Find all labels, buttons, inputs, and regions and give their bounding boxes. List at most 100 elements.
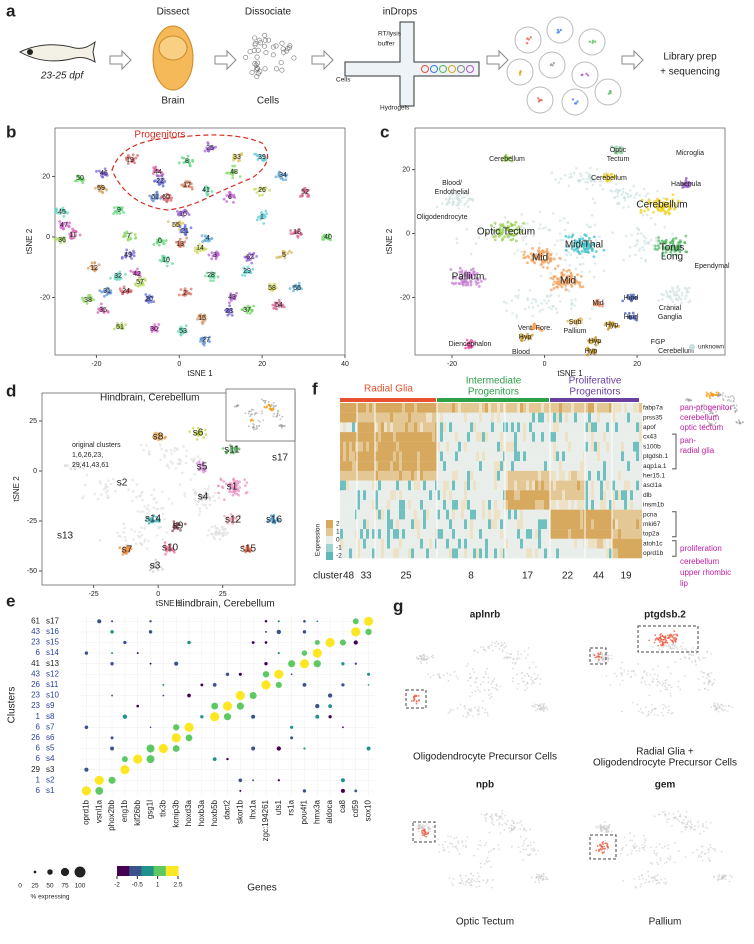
heatmap-cell: [473, 441, 477, 452]
heatmap-cell: [562, 500, 566, 510]
heatmap-cell: [352, 480, 356, 491]
cell-dot: [567, 184, 571, 188]
heatmap-cell: [630, 470, 634, 481]
heatmap-cell: [500, 412, 504, 423]
cell-dot: [531, 306, 535, 309]
heatmap-cell: [491, 480, 495, 491]
heatmap-cell: [556, 470, 560, 481]
cell-dot: [563, 173, 567, 177]
heatmap-cell: [538, 412, 542, 423]
heatmap-cell: [639, 412, 643, 423]
heatmap-cell: [526, 403, 530, 413]
heatmap-cell: [618, 441, 622, 452]
cell-dot: [261, 154, 265, 158]
heatmap-cell: [449, 441, 453, 452]
cell-dot: [186, 154, 190, 158]
heatmap-cell: [488, 519, 492, 530]
heatmap-cell: [630, 548, 634, 559]
heatmap-cell: [491, 470, 495, 481]
heatmap-cell: [568, 422, 572, 433]
heatmap-cell: [473, 529, 477, 539]
cell-dot: [526, 261, 529, 265]
heatmap-cell: [360, 461, 364, 471]
heatmap-cell: [366, 461, 370, 471]
x-tick-label: 40: [341, 361, 349, 368]
heatmap-cell: [526, 422, 530, 433]
heatmap-cell: [520, 403, 524, 413]
heatmap-cell: [449, 538, 453, 549]
cell-dot: [134, 270, 138, 274]
heatmap-cell: [588, 403, 592, 413]
cell-dot: [228, 304, 232, 308]
cluster-number: 6: [36, 786, 41, 795]
cell-dot: [226, 171, 230, 175]
heatmap-cell: [529, 490, 533, 501]
heatmap-cell: [426, 432, 430, 442]
heatmap-cell: [633, 480, 637, 491]
cell-dot: [509, 222, 513, 226]
heatmap-cell: [594, 500, 598, 510]
cell: [256, 37, 262, 43]
heatmap-cell: [452, 548, 456, 559]
heatmap-cell: [479, 422, 483, 433]
cell-dot: [526, 298, 530, 302]
heatmap-cell: [363, 480, 367, 491]
cell-dot: [124, 272, 127, 276]
heatmap-cell: [366, 500, 370, 510]
cell-dot: [562, 217, 566, 220]
heatmap-cell: [517, 490, 521, 501]
cell-dot: [183, 223, 187, 227]
annotation: proliferation: [680, 544, 722, 553]
heatmap-cell: [624, 412, 628, 423]
heatmap-cell: [488, 548, 492, 559]
cell: [287, 43, 293, 49]
heatmap-cell: [594, 519, 598, 530]
gene-label: atoh1c: [643, 540, 663, 547]
heatmap-cell: [491, 500, 495, 510]
cell-dot: [161, 184, 165, 188]
heatmap-cell: [538, 470, 542, 481]
cell-dot: [101, 175, 105, 179]
cell-dot: [69, 236, 73, 240]
heatmap-cell: [443, 490, 447, 501]
cell-dot: [150, 198, 154, 202]
heatmap-cell: [541, 529, 545, 539]
cell-dot: [628, 254, 632, 258]
cell-dot: [189, 478, 193, 481]
heatmap-cell: [464, 548, 468, 559]
heatmap-cell: [606, 490, 610, 501]
cell-dot: [213, 491, 217, 495]
cell-dot: [153, 179, 156, 183]
cell-dot: [173, 449, 176, 453]
heatmap-cell: [633, 509, 637, 520]
cell: [249, 70, 255, 76]
cell-dot: [705, 395, 708, 398]
cell-dot: [175, 209, 179, 213]
cell-dot: [649, 238, 653, 242]
heatmap-cell: [408, 451, 412, 462]
heatmap-cell: [494, 548, 498, 559]
cell-dot: [227, 301, 231, 305]
heatmap-cell: [479, 480, 483, 491]
heatmap-cell: [485, 412, 489, 423]
cell-dot: [81, 497, 84, 500]
gene-label: her15.1: [643, 472, 665, 479]
heatmap-cell: [363, 548, 367, 559]
cell-dot: [210, 532, 213, 535]
heatmap-cell: [491, 548, 495, 559]
heatmap-cell: [378, 422, 382, 433]
heatmap-cell: [588, 519, 592, 530]
heatmap-cell: [458, 509, 462, 520]
cell-dot: [735, 410, 738, 412]
cell-dot: [531, 246, 534, 250]
cell-dot: [516, 249, 520, 252]
cell-dot: [514, 294, 517, 298]
cell-dot: [210, 237, 213, 241]
heatmap-cell: [580, 432, 584, 442]
heatmap-cell: [568, 548, 572, 559]
cell-dot: [198, 246, 202, 250]
cell-dot: [203, 149, 207, 153]
heatmap-cell: [402, 548, 406, 559]
heatmap-cell: [426, 529, 430, 539]
cluster-label: 58: [268, 285, 276, 292]
